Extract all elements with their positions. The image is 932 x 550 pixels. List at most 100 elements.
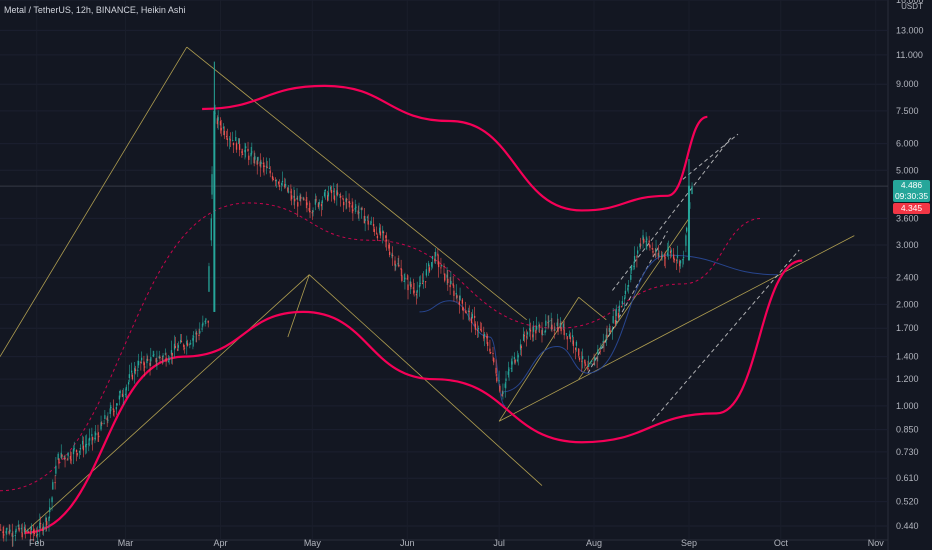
candle-body	[492, 353, 494, 355]
candle-body	[317, 203, 320, 207]
candle-body	[593, 362, 595, 365]
candle-body	[551, 324, 553, 330]
candle-body	[284, 184, 287, 186]
candle-body	[106, 417, 108, 421]
chart-title: Metal / TetherUS, 12h, BINANCE, Heikin A…	[4, 5, 186, 15]
candle-body	[52, 482, 54, 490]
candle-body	[496, 377, 498, 382]
candle-body	[640, 244, 642, 246]
candle-body	[545, 320, 547, 326]
candle-body	[490, 351, 492, 353]
candle-body	[441, 265, 443, 267]
candle-body	[269, 170, 271, 174]
candlestick-series	[0, 61, 693, 547]
candle-body	[140, 357, 143, 361]
candle-body	[253, 157, 255, 164]
candle-body	[48, 517, 50, 522]
candle-body	[660, 256, 663, 258]
candle-body	[85, 444, 87, 448]
candle-body	[679, 260, 682, 264]
candle-body	[456, 295, 458, 298]
candle-body	[578, 357, 581, 360]
candle-body	[679, 260, 681, 267]
candle-body	[248, 155, 250, 160]
candle-body	[36, 534, 38, 537]
candle-body	[627, 288, 629, 290]
candle-body	[82, 440, 84, 445]
candle-body	[242, 153, 244, 155]
candle-body	[113, 410, 115, 412]
currency-unit: USDT	[901, 2, 923, 11]
candle-body	[98, 435, 100, 438]
candle-body	[281, 180, 284, 183]
candle-body	[413, 290, 415, 293]
candle-body	[222, 126, 225, 129]
candle-body	[600, 346, 602, 349]
candle-body	[254, 156, 256, 160]
candle-body	[624, 290, 627, 295]
candle-body	[639, 243, 641, 248]
candle-body	[124, 393, 127, 395]
candle-body	[376, 235, 379, 239]
candle-body	[630, 274, 632, 280]
candle-body	[505, 378, 507, 382]
candle-body	[447, 278, 449, 284]
candle-body	[164, 353, 167, 355]
candle-body	[318, 202, 320, 205]
candle-body	[606, 335, 608, 337]
candle-body	[520, 346, 522, 348]
candle-body	[326, 195, 329, 201]
candle-body	[673, 259, 676, 261]
y-tick-label: 0.520	[896, 497, 919, 507]
candle-body	[401, 275, 403, 281]
candle-body	[42, 526, 45, 529]
candle-body	[24, 528, 26, 531]
y-tick-label: 11.000	[896, 50, 923, 60]
candle-body	[450, 280, 452, 284]
channel-upper	[202, 84, 708, 212]
candle-body	[424, 281, 427, 283]
candle-body	[477, 328, 480, 330]
candle-body	[308, 207, 310, 211]
chart-drawings	[0, 46, 855, 534]
candle-body	[207, 320, 209, 323]
candle-body	[263, 165, 265, 167]
candle-body	[562, 323, 565, 328]
candle-body	[578, 348, 580, 356]
candle-body	[226, 138, 228, 140]
candle-body	[658, 255, 660, 257]
candle-body	[274, 180, 277, 182]
candle-body	[642, 235, 644, 241]
candle-body	[174, 345, 176, 349]
candle-body	[584, 359, 586, 364]
candle-body	[480, 329, 482, 331]
candle-body	[305, 199, 307, 201]
candle-body	[557, 327, 559, 332]
candle-body	[177, 345, 179, 348]
candle-body	[643, 238, 645, 243]
candle-body	[364, 218, 366, 222]
candle-body	[633, 256, 636, 261]
candle-body	[510, 367, 513, 369]
candle-body	[18, 527, 20, 531]
candle-body	[682, 257, 685, 259]
candle-body	[186, 340, 188, 345]
candle-body	[27, 531, 29, 533]
candle-body	[553, 329, 555, 331]
candle-body	[652, 250, 654, 253]
candle-body	[569, 336, 571, 340]
candle-body	[205, 318, 207, 320]
candle-body	[572, 340, 575, 346]
candle-body	[609, 330, 611, 333]
candle-body	[535, 325, 538, 330]
candle-body	[470, 317, 473, 324]
last-price-tag: 4.486 09:30:35	[893, 180, 930, 203]
candle-body	[459, 295, 461, 301]
candle-body	[137, 360, 140, 366]
candle-body	[661, 254, 663, 256]
candle-body	[42, 527, 44, 532]
candle-body	[112, 408, 114, 410]
candle-body	[519, 344, 522, 350]
candle-body	[357, 210, 359, 215]
